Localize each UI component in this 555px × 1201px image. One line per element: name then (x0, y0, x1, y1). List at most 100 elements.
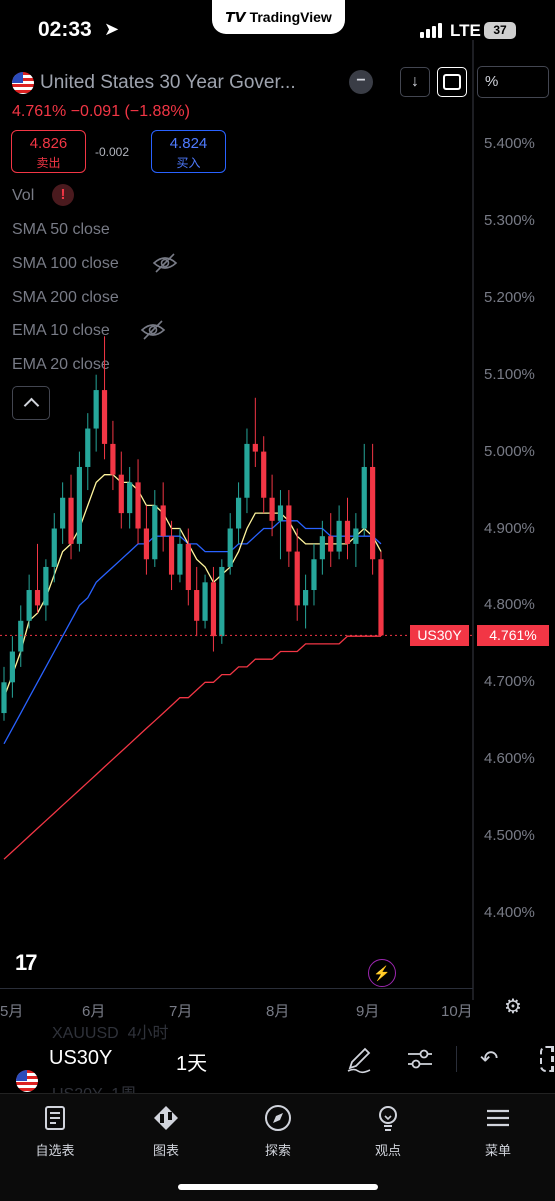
sma200-line (3, 635, 381, 860)
candle (160, 482, 166, 552)
location-arrow-icon: ➤ (104, 19, 120, 39)
price-axis-label: 5.400% (484, 135, 535, 152)
network-type: LTE (450, 21, 481, 40)
price-axis-label: 5.300% (484, 211, 535, 229)
price-axis-label: 5.200% (484, 288, 535, 306)
candle (353, 513, 359, 567)
arrow-down-icon: ↓ (411, 73, 419, 90)
tab-chart[interactable]: 图表 (126, 1104, 206, 1159)
lightbulb-icon (379, 1106, 397, 1131)
buy-label: 买入 (176, 156, 201, 170)
price-change: 4.761% −0.091 (−1.88%) (12, 103, 190, 120)
candle (344, 497, 351, 560)
candle (168, 520, 175, 591)
candle (235, 482, 242, 544)
tab-explore[interactable]: 探索 (238, 1104, 318, 1159)
time-tick: 8月 (266, 1003, 290, 1020)
candle (76, 451, 82, 552)
candle (269, 474, 275, 537)
sell-price: 4.826 (29, 135, 68, 152)
candle (194, 566, 200, 637)
warning-icon[interactable]: ! (52, 184, 74, 206)
price-axis-label: 4.600% (484, 750, 535, 768)
price-axis-label: 4.400% (484, 904, 535, 921)
indicator-sma200[interactable]: SMA 200 close (12, 289, 119, 306)
indicators-sliders-icon[interactable] (405, 1046, 435, 1077)
battery-icon: 37 (484, 22, 516, 39)
candle (227, 513, 233, 575)
indicator-ema10[interactable]: EMA 10 close (12, 322, 110, 339)
layout-icon[interactable] (540, 1046, 554, 1072)
time-tick: 9月 (356, 1003, 380, 1020)
candle (294, 528, 300, 621)
indicator-ema20[interactable]: EMA 20 close (12, 356, 110, 373)
candle (101, 336, 108, 460)
candle (328, 513, 334, 567)
collapse-indicators-button[interactable] (12, 386, 50, 420)
buy-button[interactable]: 4.824 买入 (151, 130, 226, 173)
chart-icon (154, 1106, 178, 1130)
spread-value: -0.002 (95, 145, 130, 159)
ghost-row: XAUUSD 4小时 (52, 1025, 169, 1042)
candle (9, 636, 15, 698)
candle (219, 559, 225, 644)
signal-icon (420, 23, 442, 38)
compass-icon (265, 1105, 291, 1131)
percent-scale-button[interactable]: % (477, 66, 549, 98)
arrow-down-button[interactable]: ↓ (400, 67, 430, 97)
candle (286, 490, 292, 567)
indicator-sma100[interactable]: SMA 100 close (12, 255, 119, 272)
candle (118, 451, 124, 529)
time-axis-line (0, 988, 473, 989)
fullscreen-button[interactable] (437, 67, 467, 97)
tab-ideas[interactable]: 观点 (348, 1104, 428, 1159)
tab-menu[interactable]: 菜单 (458, 1104, 538, 1159)
eye-hidden-icon[interactable] (152, 251, 178, 280)
price-axis-label: 4.500% (484, 827, 535, 845)
tab-watchlist[interactable]: 自选表 (15, 1104, 95, 1159)
candle (143, 505, 150, 575)
candle (252, 397, 258, 467)
eye-hidden-icon[interactable] (140, 318, 166, 347)
tradingview-pill[interactable]: 𝙏𝙑 TradingView (212, 0, 345, 34)
candle (378, 551, 384, 637)
home-indicator (178, 1184, 378, 1190)
candle (152, 490, 158, 567)
tab-label: 自选表 (35, 1143, 75, 1158)
ema10-line (3, 474, 382, 698)
settings-gear-icon[interactable]: ⚙ (504, 996, 522, 1018)
price-axis-label: 5.100% (484, 365, 535, 383)
minimize-button[interactable]: − (346, 67, 376, 97)
menu-icon (487, 1109, 509, 1127)
lightning-icon[interactable]: ⚡ (368, 959, 396, 987)
candle (319, 520, 325, 575)
toolbar-symbol[interactable]: US30Y (49, 1047, 113, 1069)
time-tick: 7月 (169, 1003, 193, 1020)
minus-icon: − (349, 70, 373, 94)
last-price-symbol-tag: US30Y (410, 625, 469, 646)
candle (202, 574, 208, 629)
candle (361, 443, 367, 537)
status-time: 02:33 (38, 18, 92, 41)
drawing-pen-icon[interactable] (344, 1044, 374, 1079)
price-axis-label: 4.800% (484, 596, 535, 614)
time-tick: 5月 (0, 1003, 24, 1020)
candle (68, 474, 74, 560)
candle (185, 528, 191, 606)
indicator-vol[interactable]: Vol (12, 187, 35, 204)
tradingview-pill-label: TradingView (249, 9, 332, 25)
tab-label: 探索 (264, 1143, 291, 1158)
indicator-sma50[interactable]: SMA 50 close (12, 221, 110, 238)
interval-selector[interactable]: 1天 (176, 1053, 208, 1075)
candle (277, 490, 284, 560)
price-axis-label: 4.700% (484, 673, 535, 691)
sell-label: 卖出 (36, 156, 61, 170)
candle (60, 482, 66, 544)
symbol-title[interactable]: United States 30 Year Gover... (40, 72, 296, 93)
candle (51, 513, 57, 583)
candle (1, 666, 7, 721)
undo-icon[interactable]: ↶ (480, 1046, 499, 1071)
sell-button[interactable]: 4.826 卖出 (11, 130, 86, 173)
tab-label: 菜单 (484, 1143, 511, 1158)
price-chart[interactable] (0, 0, 555, 1000)
